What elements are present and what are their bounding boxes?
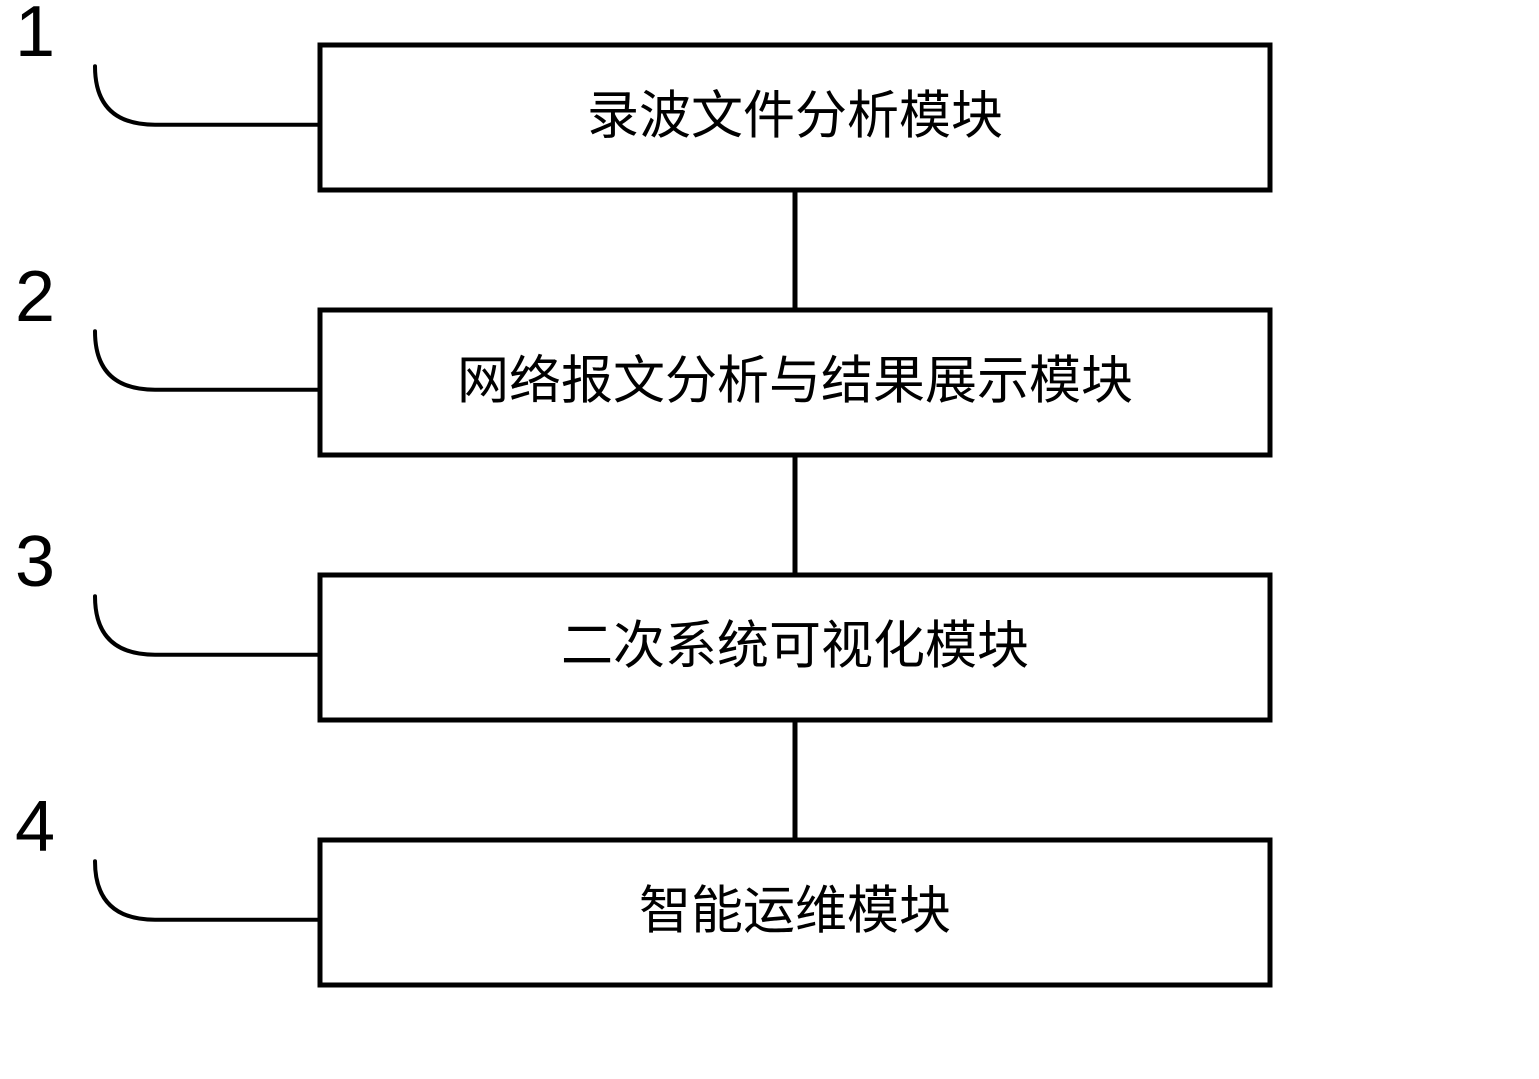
leader-line-4 <box>95 861 320 920</box>
leader-line-2 <box>95 331 320 390</box>
leader-line-3 <box>95 596 320 655</box>
module-number-4: 4 <box>15 787 55 867</box>
module-number-3: 3 <box>15 522 55 602</box>
module-label-3: 二次系统可视化模块 <box>561 618 1029 675</box>
module-number-2: 2 <box>15 257 55 337</box>
module-label-4: 智能运维模块 <box>639 883 951 940</box>
module-label-1: 录波文件分析模块 <box>587 88 1003 145</box>
module-label-2: 网络报文分析与结果展示模块 <box>457 353 1133 410</box>
module-number-1: 1 <box>15 0 55 72</box>
leader-line-1 <box>95 66 320 125</box>
